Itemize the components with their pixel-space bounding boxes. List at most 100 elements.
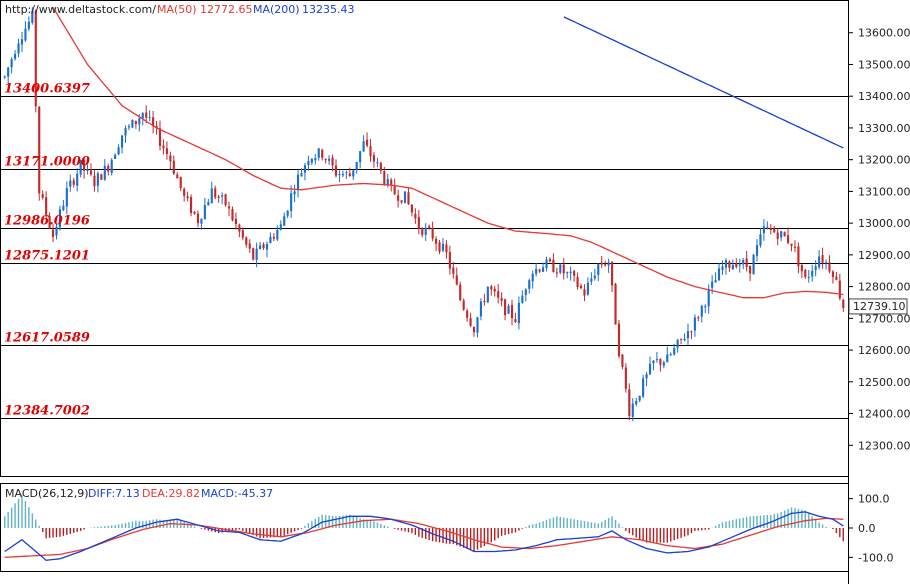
last-price-label: 12739.10 (853, 300, 906, 313)
macd-diff-text: DIFF:7.13 (88, 487, 140, 500)
candle (766, 221, 769, 230)
candle (752, 253, 755, 275)
ma200-value: 13235.43 (302, 3, 355, 16)
candle (476, 316, 479, 338)
price-tick-label: 12400.00 (858, 408, 910, 421)
level-label: 12986.0196 (4, 214, 90, 229)
macd-title: MACD(26,12,9) (5, 487, 89, 500)
level-label: 12384.7002 (4, 404, 90, 419)
level-label: 12617.0589 (4, 331, 90, 346)
macd-tick-label: 0.0 (858, 522, 876, 535)
candle (51, 224, 55, 243)
candle (69, 174, 72, 192)
macd-dea-line (4, 517, 844, 558)
candle (86, 164, 89, 175)
candle (500, 292, 503, 307)
candle (393, 178, 396, 196)
candle (538, 268, 541, 273)
price-panel-frame (0, 0, 849, 477)
candle (3, 75, 6, 80)
candle (355, 161, 358, 174)
candle (521, 290, 524, 304)
candle (800, 264, 803, 278)
candle (369, 139, 372, 162)
price-tick-label: 13100.00 (858, 185, 910, 198)
candle (704, 304, 707, 314)
candle (41, 190, 44, 200)
level-label: 13400.6397 (4, 82, 90, 97)
candle (314, 154, 317, 165)
candle (828, 255, 831, 274)
candle (58, 205, 62, 231)
candle (604, 260, 607, 267)
candle (510, 299, 514, 326)
candle (600, 256, 603, 268)
candle (783, 231, 786, 237)
candle (455, 267, 458, 286)
ma200-line (563, 16, 844, 149)
candle (245, 236, 248, 248)
candle (79, 160, 82, 178)
candle (372, 152, 376, 168)
candle (573, 269, 576, 282)
candle (818, 250, 821, 270)
candle (628, 383, 631, 421)
candle (431, 221, 434, 242)
candle (724, 258, 728, 275)
candle (700, 304, 703, 323)
candle (96, 171, 99, 193)
candle (214, 185, 217, 200)
candle (93, 170, 96, 192)
candle (472, 326, 476, 337)
candle (317, 147, 320, 161)
candle (497, 283, 500, 304)
candle (614, 282, 617, 325)
candle (566, 271, 569, 279)
candle (831, 270, 834, 284)
candle (334, 159, 338, 178)
candle (134, 120, 137, 129)
macd-dea-text: DEA:29.82 (142, 487, 200, 500)
candle (728, 260, 731, 272)
price-tick-label: 13200.00 (858, 154, 910, 167)
source-url[interactable]: http://www.deltastock.com/ (5, 3, 156, 16)
candle (579, 283, 583, 290)
candle (524, 288, 527, 302)
candle (655, 351, 659, 363)
candle (365, 132, 369, 148)
candle (376, 157, 379, 168)
candle (107, 163, 110, 176)
candle (276, 225, 279, 242)
ma50-line (52, 6, 844, 299)
candle (597, 263, 600, 282)
price-tick-label: 12300.00 (858, 439, 910, 452)
candle (528, 278, 531, 294)
candle (152, 111, 155, 134)
candle (114, 153, 117, 159)
candle (690, 330, 693, 340)
candle (100, 173, 103, 180)
candle (631, 398, 634, 422)
candle (535, 262, 538, 277)
candle (348, 167, 351, 177)
candle (504, 298, 507, 321)
candle (662, 360, 665, 369)
candle (490, 284, 493, 296)
candle (593, 268, 596, 281)
candle (62, 199, 65, 212)
candle (17, 38, 20, 58)
candle (165, 141, 168, 160)
candle (117, 144, 120, 156)
macd-panel-frame (0, 483, 849, 572)
ma50-label: MA(50) (157, 3, 197, 16)
candle (207, 198, 210, 206)
candle (541, 262, 545, 272)
price-tick-label: 12600.00 (858, 344, 910, 357)
candle (10, 56, 13, 74)
candle (438, 239, 441, 255)
candle (217, 194, 220, 203)
candle (686, 323, 690, 346)
candle (262, 242, 265, 251)
ma50-value: 12772.65 (200, 3, 253, 16)
candle (697, 315, 700, 322)
